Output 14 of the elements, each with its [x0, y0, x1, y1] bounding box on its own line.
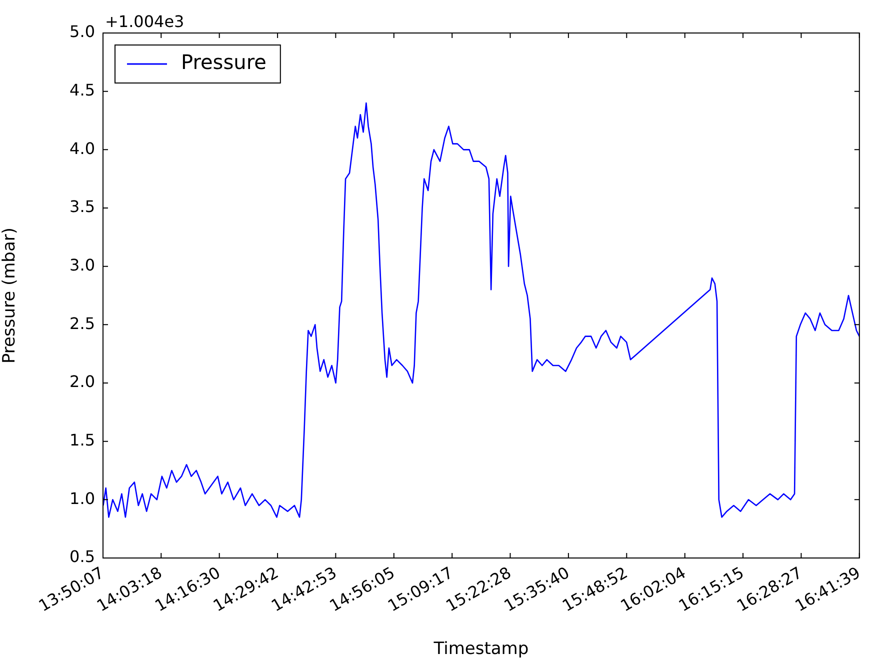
- y-tick-label: 5.0: [70, 22, 95, 42]
- y-tick-label: 0.5: [70, 547, 95, 566]
- y-tick-label: 2.0: [70, 372, 95, 392]
- y-axis-title: Pressure (mbar): [0, 227, 20, 364]
- y-tick-label: 1.0: [70, 488, 95, 508]
- y-tick-label: 4.5: [70, 80, 95, 100]
- y-tick-label: 2.5: [70, 314, 95, 333]
- y-tick-label: 1.5: [70, 430, 95, 450]
- legend-label: Pressure: [181, 50, 266, 74]
- text: +1.004e3: [105, 12, 184, 32]
- y-tick-label: 4.0: [70, 138, 95, 158]
- y-tick-label: 3.5: [70, 197, 95, 216]
- y-tick-label: 3.0: [70, 255, 95, 274]
- x-axis-title: Timestamp: [432, 639, 529, 660]
